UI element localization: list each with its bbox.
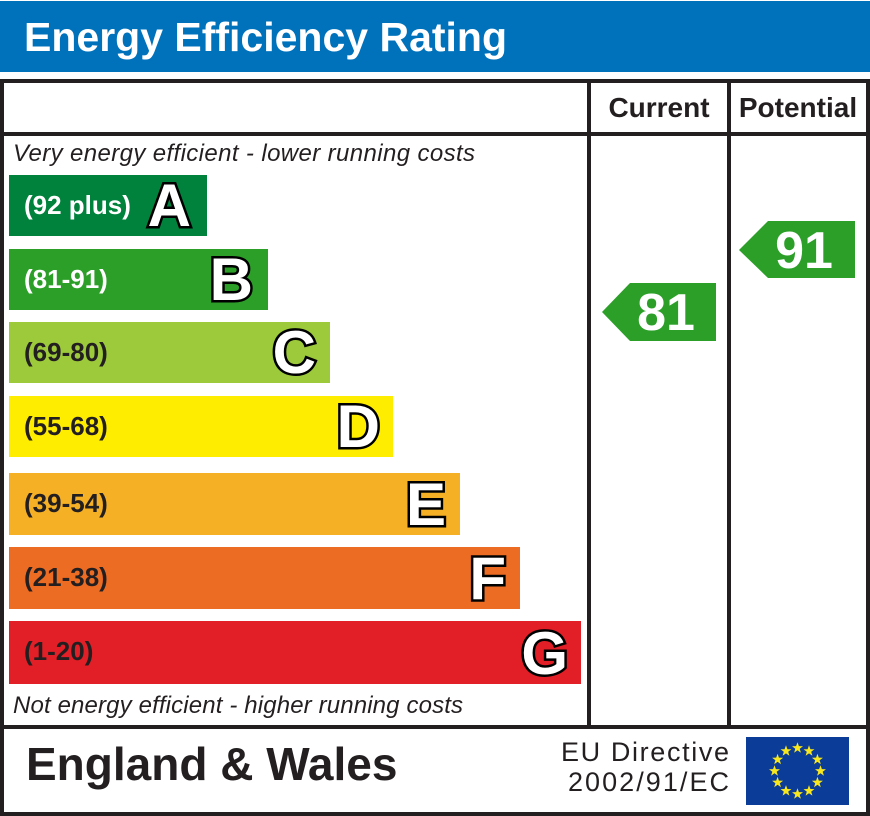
svg-text:F: F	[469, 545, 506, 612]
svg-text:Current: Current	[608, 92, 709, 123]
svg-text:E: E	[406, 471, 446, 538]
svg-text:(81-91): (81-91)	[24, 264, 108, 294]
svg-text:(92 plus): (92 plus)	[24, 190, 131, 220]
svg-text:C: C	[273, 319, 316, 386]
svg-text:2002/91/EC: 2002/91/EC	[568, 767, 729, 797]
svg-text:England & Wales: England & Wales	[26, 738, 397, 790]
svg-text:(21-38): (21-38)	[24, 562, 108, 592]
svg-text:(1-20): (1-20)	[24, 636, 93, 666]
svg-text:(55-68): (55-68)	[24, 411, 108, 441]
svg-text:Very energy efficient - lower: Very energy efficient - lower running co…	[13, 140, 475, 167]
svg-text:EU Directive: EU Directive	[561, 737, 729, 767]
svg-text:(39-54): (39-54)	[24, 488, 108, 518]
svg-text:B: B	[210, 246, 253, 313]
svg-text:D: D	[337, 393, 380, 460]
svg-text:A: A	[148, 172, 191, 239]
svg-text:91: 91	[775, 222, 833, 280]
svg-text:81: 81	[637, 284, 695, 342]
svg-text:G: G	[521, 620, 568, 687]
svg-text:Energy Efficiency Rating: Energy Efficiency Rating	[24, 14, 507, 60]
svg-text:Not energy efficient - higher: Not energy efficient - higher running co…	[13, 692, 463, 719]
svg-text:(69-80): (69-80)	[24, 337, 108, 367]
svg-text:Potential: Potential	[739, 92, 857, 123]
